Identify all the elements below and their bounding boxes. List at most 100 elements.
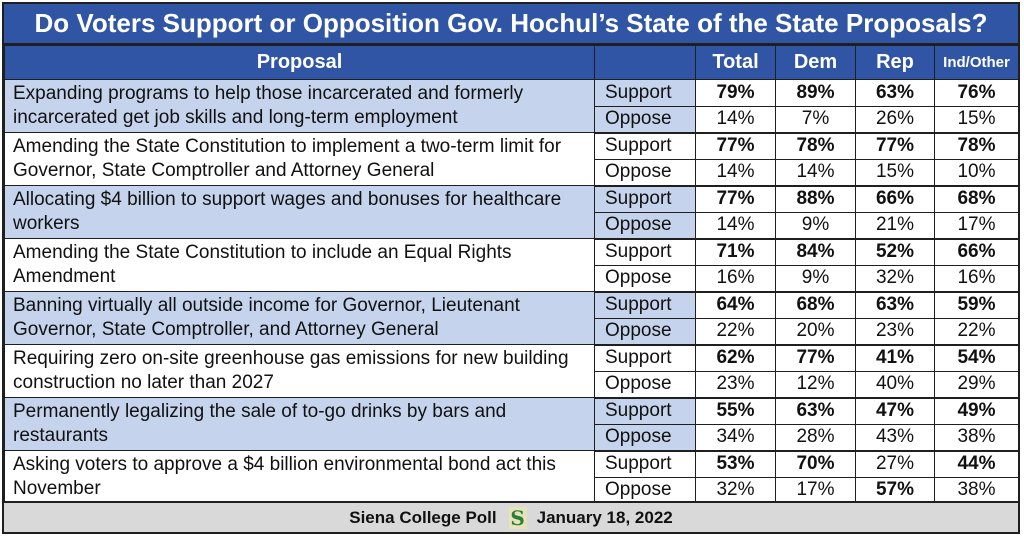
page-title: Do Voters Support or Opposition Gov. Hoc… (4, 4, 1018, 45)
rep-value: 27% (855, 450, 935, 478)
rep-value: 15% (855, 158, 935, 187)
ind-value: 54% (934, 344, 1018, 372)
dem-value: 89% (775, 79, 856, 107)
ind-value: 68% (934, 185, 1018, 213)
ind-value: 78% (934, 132, 1018, 160)
ind-value: 22% (934, 317, 1018, 346)
header-ind-other: Ind/Other (934, 45, 1018, 80)
table-row: Oppose 22% 20% 23% 22% (5, 317, 1018, 346)
total-value: 14% (695, 211, 776, 240)
results-table: Proposal Total Dem Rep Ind/Other Expandi… (4, 45, 1018, 505)
rep-value: 21% (855, 211, 935, 240)
total-value: 16% (695, 264, 776, 293)
total-value: 64% (695, 291, 776, 319)
ind-value: 17% (934, 211, 1018, 240)
rep-value: 52% (855, 238, 935, 266)
total-value: 34% (695, 423, 776, 452)
oppose-label: Oppose (594, 423, 696, 452)
rep-value: 77% (855, 132, 935, 160)
table-body: Expanding programs to help those incarce… (4, 79, 1018, 505)
total-value: 55% (695, 397, 776, 425)
header-dem: Dem (775, 45, 856, 80)
footer-source: Siena College Poll (349, 507, 497, 527)
rep-value: 40% (855, 370, 935, 399)
table-row: Banning virtually all outside income for… (4, 291, 1018, 345)
footer: Siena College Poll S January 18, 2022 (4, 501, 1018, 532)
proposal-text: Amending the State Constitution to imple… (4, 132, 595, 186)
total-value: 23% (695, 370, 776, 399)
proposal-text: Requiring zero on-site greenhouse gas em… (4, 344, 595, 398)
rep-value: 63% (855, 291, 935, 319)
table-row: Oppose 34% 28% 43% 38% (5, 423, 1018, 452)
total-value: 14% (695, 158, 776, 187)
footer-date: January 18, 2022 (536, 507, 673, 527)
oppose-label: Oppose (594, 158, 696, 187)
table-row: Oppose 14% 14% 15% 10% (5, 158, 1018, 187)
total-value: 71% (695, 238, 776, 266)
ind-value: 49% (934, 397, 1018, 425)
ind-value: 44% (934, 450, 1018, 478)
support-label: Support (594, 397, 696, 425)
dem-value: 7% (775, 105, 856, 134)
table-row: Amending the State Constitution to inclu… (4, 238, 1018, 292)
dem-value: 68% (775, 291, 856, 319)
support-label: Support (594, 344, 696, 372)
ind-value: 29% (934, 370, 1018, 399)
header-total: Total (695, 45, 776, 80)
table-row: Permanently legalizing the sale of to-go… (4, 397, 1018, 451)
dem-value: 14% (775, 158, 856, 187)
ind-value: 66% (934, 238, 1018, 266)
support-label: Support (594, 79, 696, 107)
rep-value: 23% (855, 317, 935, 346)
dem-value: 9% (775, 211, 856, 240)
dem-value: 12% (775, 370, 856, 399)
rep-value: 32% (855, 264, 935, 293)
header-proposal: Proposal (4, 45, 595, 80)
table-row: Asking voters to approve a $4 billion en… (4, 450, 1018, 504)
proposal-text: Permanently legalizing the sale of to-go… (4, 397, 595, 451)
header-row: Proposal Total Dem Rep Ind/Other (4, 45, 1018, 80)
dem-value: 84% (775, 238, 856, 266)
rep-value: 57% (855, 476, 935, 505)
table-row: Oppose 16% 9% 32% 16% (5, 264, 1018, 293)
total-value: 22% (695, 317, 776, 346)
total-value: 77% (695, 132, 776, 160)
ind-value: 59% (934, 291, 1018, 319)
dem-value: 70% (775, 450, 856, 478)
ind-value: 10% (934, 158, 1018, 187)
ind-value: 76% (934, 79, 1018, 107)
rep-value: 66% (855, 185, 935, 213)
oppose-label: Oppose (594, 105, 696, 134)
ind-value: 16% (934, 264, 1018, 293)
table-row: Amending the State Constitution to imple… (4, 132, 1018, 186)
table-row: Oppose 14% 7% 26% 15% (5, 105, 1018, 134)
oppose-label: Oppose (594, 317, 696, 346)
table-row: Expanding programs to help those incarce… (4, 79, 1018, 133)
total-value: 62% (695, 344, 776, 372)
dem-value: 20% (775, 317, 856, 346)
dem-value: 17% (775, 476, 856, 505)
rep-value: 41% (855, 344, 935, 372)
support-label: Support (594, 291, 696, 319)
proposal-text: Banning virtually all outside income for… (4, 291, 595, 345)
total-value: 77% (695, 185, 776, 213)
total-value: 79% (695, 79, 776, 107)
support-label: Support (594, 185, 696, 213)
ind-value: 15% (934, 105, 1018, 134)
ind-value: 38% (934, 476, 1018, 505)
rep-value: 47% (855, 397, 935, 425)
support-label: Support (594, 132, 696, 160)
rep-value: 43% (855, 423, 935, 452)
dem-value: 28% (775, 423, 856, 452)
rep-value: 26% (855, 105, 935, 134)
dem-value: 77% (775, 344, 856, 372)
siena-logo-icon: S (508, 505, 527, 530)
dem-value: 63% (775, 397, 856, 425)
total-value: 14% (695, 105, 776, 134)
oppose-label: Oppose (594, 264, 696, 293)
rep-value: 63% (855, 79, 935, 107)
table-row: Requiring zero on-site greenhouse gas em… (4, 344, 1018, 398)
header-rep: Rep (855, 45, 935, 80)
table-row: Allocating $4 billion to support wages a… (4, 185, 1018, 239)
table-row: Oppose 14% 9% 21% 17% (5, 211, 1018, 240)
